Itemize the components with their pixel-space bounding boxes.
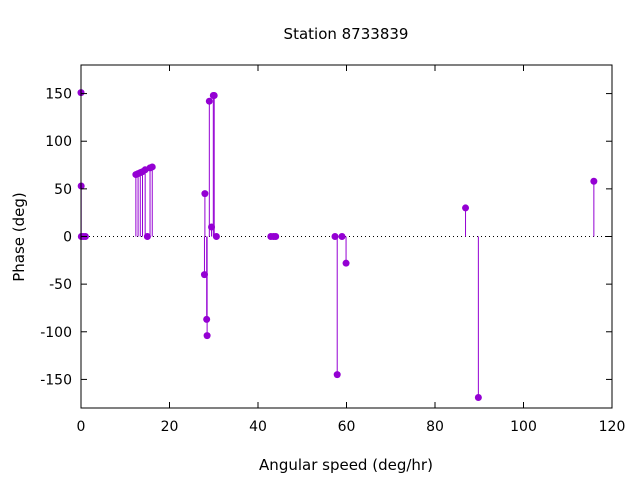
y-tick-label: 50 <box>54 182 72 198</box>
data-point <box>333 371 341 379</box>
data-point <box>148 163 156 171</box>
y-tick-label: -100 <box>40 325 72 341</box>
y-tick-label: -150 <box>40 372 72 388</box>
x-tick-label: 20 <box>161 419 179 435</box>
y-tick-label: 150 <box>45 87 72 103</box>
data-point <box>331 233 339 240</box>
x-tick-label: 60 <box>338 419 356 435</box>
data-point <box>203 315 211 323</box>
data-point <box>462 204 470 212</box>
data-point <box>200 271 208 279</box>
data-point <box>590 177 598 185</box>
data-point <box>203 332 211 340</box>
x-tick-label: 120 <box>599 419 626 435</box>
data-point <box>212 233 220 240</box>
y-tick-label: -50 <box>49 277 72 293</box>
x-axis-title: Angular speed (deg/hr) <box>259 456 433 474</box>
data-point <box>474 394 482 402</box>
x-tick-label: 80 <box>426 419 444 435</box>
data-point <box>205 97 213 105</box>
data-point <box>210 91 218 99</box>
data-point <box>342 259 350 267</box>
data-point <box>272 233 280 240</box>
y-tick-label: 0 <box>63 230 72 246</box>
chart-title: Station 8733839 <box>284 25 409 43</box>
data-point <box>208 223 216 231</box>
point-series <box>77 89 598 402</box>
y-axis-title: Phase (deg) <box>10 192 28 282</box>
x-tick-label: 40 <box>249 419 267 435</box>
y-tick-label: 100 <box>45 134 72 150</box>
impulse-series <box>80 92 595 398</box>
data-point <box>201 190 209 198</box>
x-axis: 0 20 40 60 80 100 120 <box>77 65 626 435</box>
data-point <box>143 233 151 240</box>
x-tick-label: 100 <box>510 419 537 435</box>
x-tick-label: 0 <box>77 419 86 435</box>
data-point <box>338 233 346 240</box>
y-axis: -150 -100 -50 0 50 100 150 <box>40 87 612 388</box>
